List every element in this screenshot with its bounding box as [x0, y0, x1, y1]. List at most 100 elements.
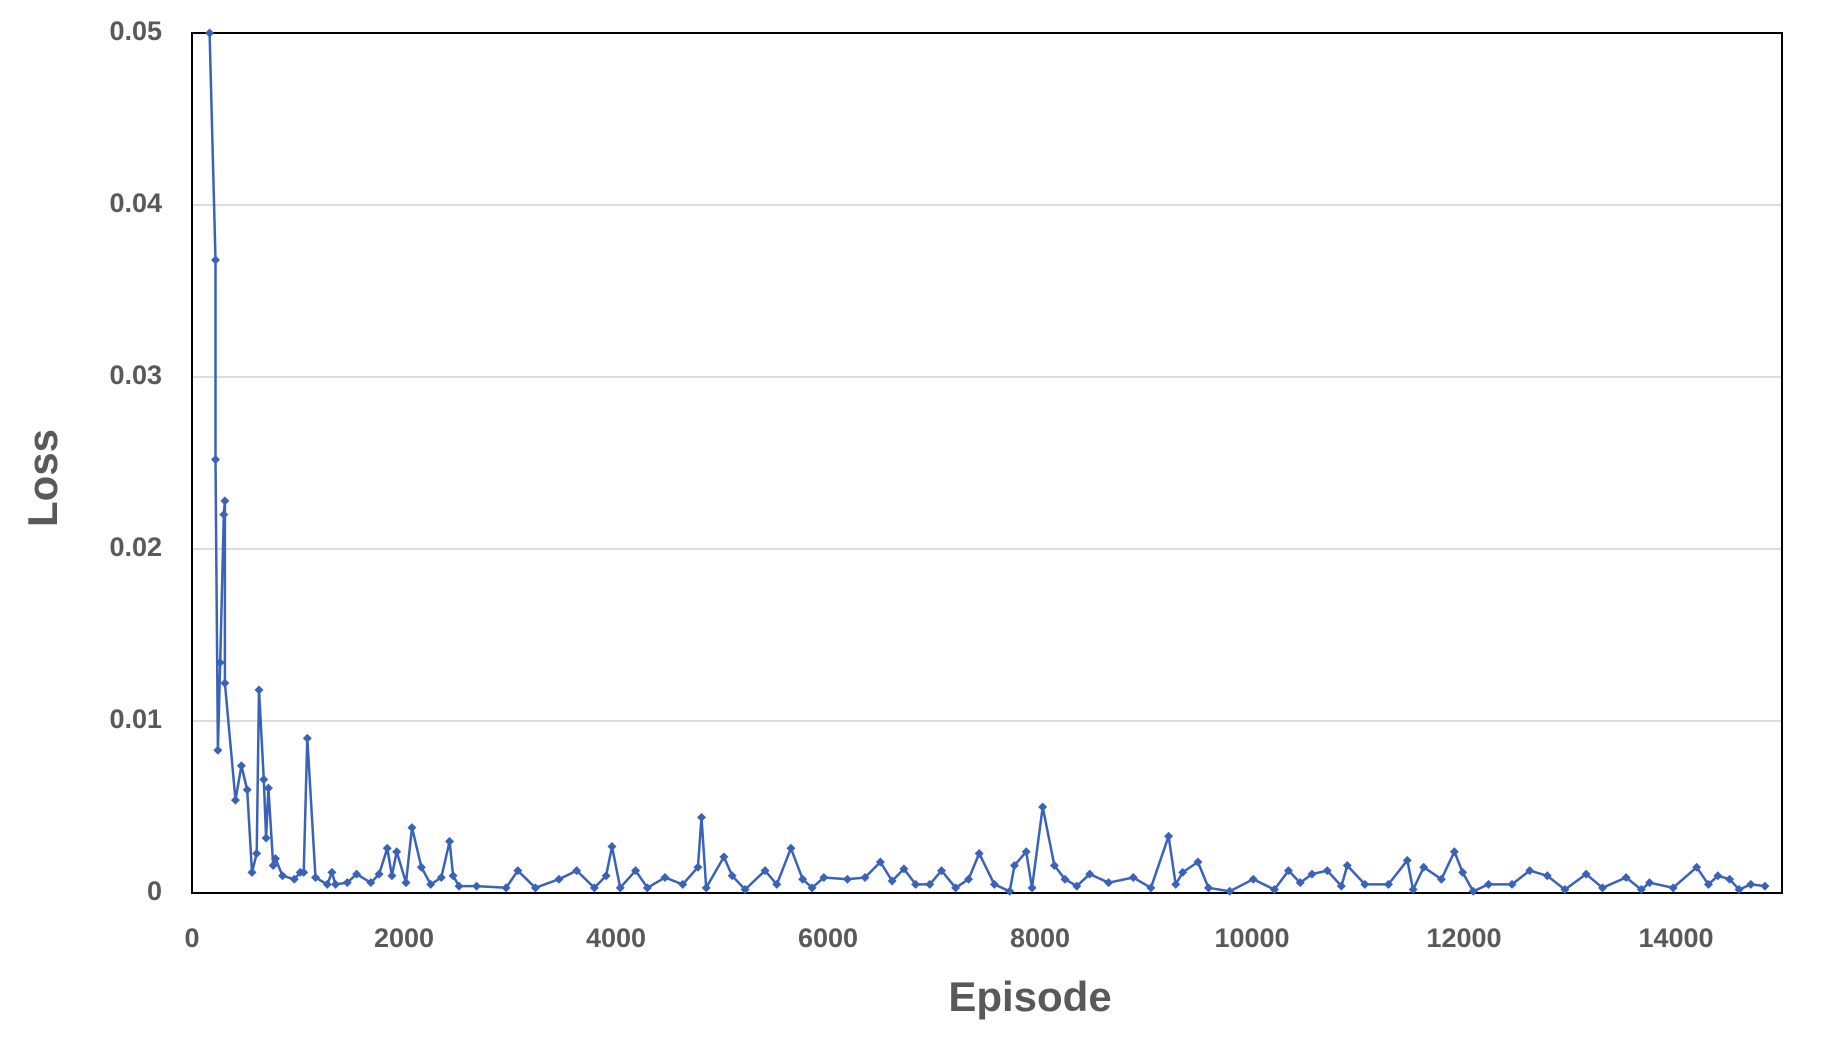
- data-point: [842, 874, 852, 884]
- data-point: [426, 879, 436, 889]
- y-axis-title: Loss: [19, 429, 66, 527]
- data-point: [247, 867, 257, 877]
- data-point: [1128, 873, 1138, 883]
- data-point: [974, 848, 984, 858]
- data-point: [211, 255, 221, 265]
- data-point: [448, 871, 458, 881]
- data-point: [1225, 886, 1235, 896]
- data-point: [819, 873, 829, 883]
- data-point: [1645, 878, 1655, 888]
- data-point: [236, 761, 246, 771]
- data-point: [1342, 860, 1352, 870]
- data-point: [660, 873, 670, 883]
- data-point: [772, 879, 782, 889]
- y-tick-label: 0.02: [109, 532, 162, 562]
- data-point: [989, 879, 999, 889]
- data-point: [554, 874, 564, 884]
- data-point: [1449, 847, 1459, 857]
- data-point: [220, 678, 230, 688]
- data-point: [382, 843, 392, 853]
- data-point: [786, 843, 796, 853]
- data-point: [951, 883, 961, 893]
- data-point: [1713, 871, 1723, 881]
- data-point: [1204, 883, 1214, 893]
- data-point: [513, 866, 523, 876]
- data-point: [211, 455, 221, 465]
- data-point: [760, 866, 770, 876]
- data-point: [242, 785, 252, 795]
- data-point: [352, 869, 362, 879]
- data-point: [1322, 866, 1332, 876]
- data-point: [213, 745, 223, 755]
- data-point: [1307, 869, 1317, 879]
- y-tick-label: 0.04: [109, 188, 162, 218]
- data-point: [1402, 855, 1412, 865]
- data-point: [278, 871, 288, 881]
- data-point: [252, 848, 262, 858]
- data-point: [1060, 874, 1070, 884]
- data-point: [205, 28, 215, 38]
- data-point: [271, 854, 281, 864]
- data-point: [501, 883, 511, 893]
- y-tick-label: 0.05: [109, 16, 162, 46]
- data-point: [798, 874, 808, 884]
- data-point: [642, 883, 652, 893]
- data-point: [436, 873, 446, 883]
- data-point: [875, 857, 885, 867]
- data-point: [1483, 879, 1493, 889]
- data-point: [407, 823, 417, 833]
- x-tick-label: 8000: [1010, 923, 1070, 953]
- data-point: [310, 873, 320, 883]
- data-point: [1248, 874, 1258, 884]
- data-point: [1171, 879, 1181, 889]
- data-point: [1668, 883, 1678, 893]
- data-point: [1104, 878, 1114, 888]
- data-point: [322, 879, 332, 889]
- data-point: [911, 879, 921, 889]
- y-tick-label: 0.03: [109, 360, 162, 390]
- x-tick-label: 14000: [1638, 923, 1713, 953]
- data-point: [899, 864, 909, 874]
- plot-frame: [191, 32, 1783, 894]
- x-tick-label: 12000: [1426, 923, 1501, 953]
- data-point: [1049, 860, 1059, 870]
- data-point: [740, 885, 750, 895]
- data-point: [1581, 869, 1591, 879]
- series-line: [208, 32, 1766, 893]
- data-point: [1746, 879, 1756, 889]
- y-tick-label: 0.01: [109, 704, 162, 734]
- data-point: [1458, 867, 1468, 877]
- data-point: [1072, 881, 1082, 891]
- data-point: [327, 867, 337, 877]
- data-point: [1408, 885, 1418, 895]
- data-point: [1525, 866, 1535, 876]
- data-point: [1703, 879, 1713, 889]
- data-point: [1734, 885, 1744, 895]
- data-point: [719, 852, 729, 862]
- data-point: [261, 833, 271, 843]
- data-point: [268, 860, 278, 870]
- data-point: [342, 878, 352, 888]
- x-tick-label: 4000: [586, 923, 646, 953]
- x-tick-label: 6000: [798, 923, 858, 953]
- data-point: [678, 879, 688, 889]
- data-point: [374, 869, 384, 879]
- data-point: [1560, 885, 1570, 895]
- data-point: [589, 883, 599, 893]
- data-point: [472, 881, 482, 891]
- data-point: [530, 883, 540, 893]
- data-point: [1283, 866, 1293, 876]
- data-point: [220, 496, 230, 506]
- data-point: [1468, 886, 1478, 896]
- data-point: [607, 842, 617, 852]
- data-point: [727, 871, 737, 881]
- data-point: [1360, 879, 1370, 889]
- x-tick-label: 0: [184, 923, 199, 953]
- data-point: [1146, 883, 1156, 893]
- data-point: [601, 871, 611, 881]
- data-point: [263, 783, 273, 793]
- data-point: [1692, 862, 1702, 872]
- data-point: [454, 881, 464, 891]
- x-axis-title: Episode: [948, 973, 1111, 1020]
